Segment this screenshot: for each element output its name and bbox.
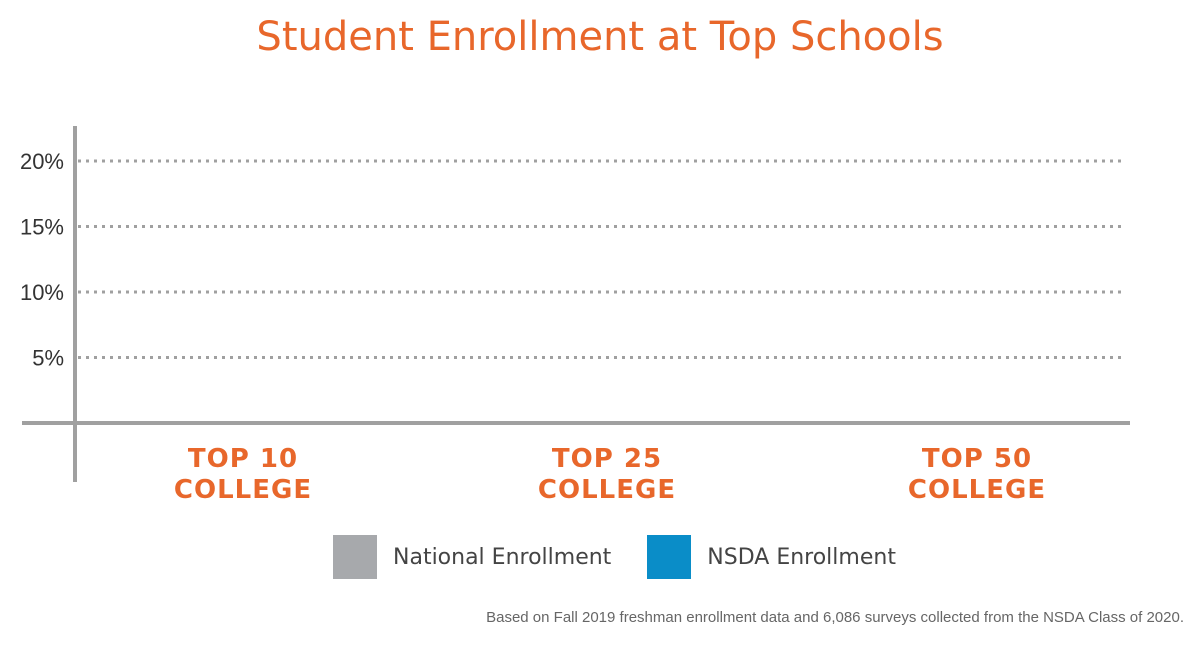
legend-swatch-national <box>333 535 377 579</box>
legend: National Enrollment NSDA Enrollment <box>333 535 932 579</box>
y-tick-label: 10% <box>20 280 64 305</box>
x-axis-categories: TOP 10 COLLEGE TOP 25 COLLEGE TOP 50 COLLEGE <box>174 444 1046 505</box>
y-tick-label: 15% <box>20 215 64 240</box>
x-category-label: TOP 50 COLLEGE <box>908 444 1046 505</box>
y-tick-label: 20% <box>20 149 64 174</box>
footnote: Based on Fall 2019 freshman enrollment d… <box>486 609 1184 626</box>
legend-label-nsda: NSDA Enrollment <box>707 544 896 570</box>
x-category-label: TOP 10 COLLEGE <box>174 444 312 505</box>
x-category-label: TOP 25 COLLEGE <box>538 444 676 505</box>
legend-item-nsda: NSDA Enrollment <box>647 535 896 579</box>
legend-item-national: National Enrollment <box>333 535 611 579</box>
y-tick-label: 5% <box>32 346 64 371</box>
legend-label-national: National Enrollment <box>393 544 612 570</box>
gridlines <box>78 159 1125 359</box>
legend-swatch-nsda <box>647 535 692 579</box>
chart-title: Student Enrollment at Top Schools <box>256 14 944 60</box>
y-axis-ticks: 20% 15% 10% 5% <box>20 149 64 371</box>
